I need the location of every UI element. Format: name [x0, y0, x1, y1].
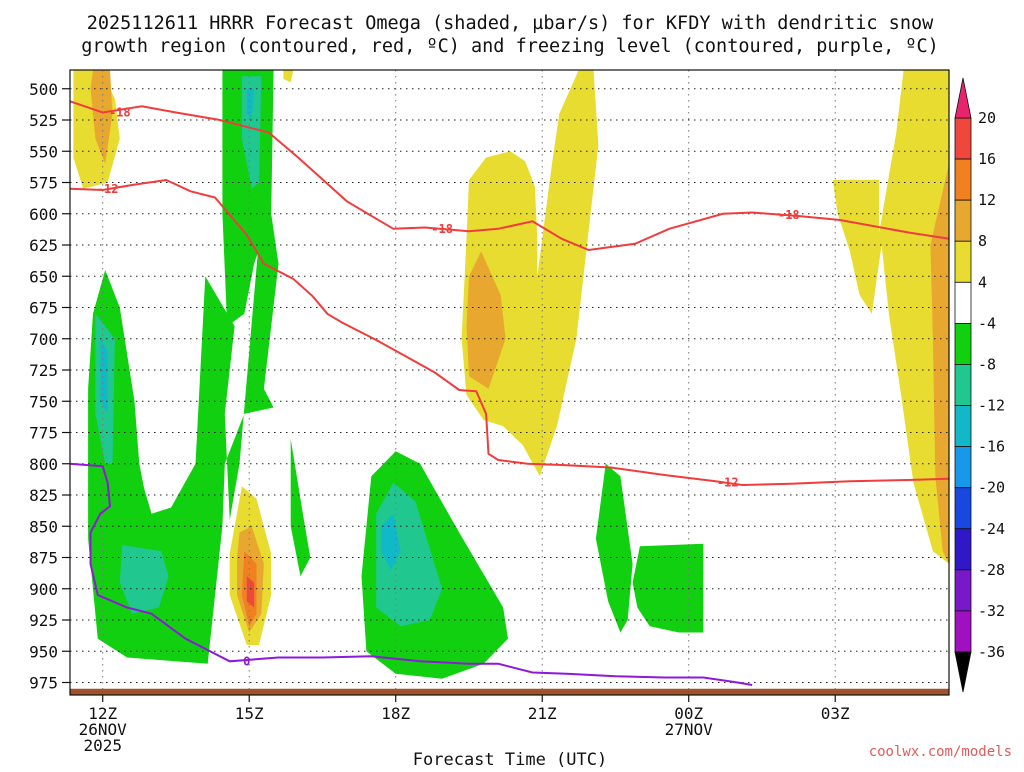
y-tick-label: 600 [29, 205, 58, 224]
omega-region-4-1 [283, 70, 294, 83]
omega-shading [73, 70, 949, 679]
colorbar-label: -12 [978, 397, 1005, 415]
colorbar-swatch [954, 199, 972, 242]
x-tick-year: 2025 [83, 736, 122, 755]
omega-region-16-0 [246, 576, 255, 608]
omega-region-4-3 [461, 70, 599, 477]
surface-ground [70, 688, 949, 695]
colorbar-bottom-arrow [954, 651, 972, 693]
x-axis-label: Forecast Time (UTC) [413, 750, 607, 768]
contour-label-0-2: -18 [778, 208, 800, 222]
colorbar-swatch [954, 322, 972, 365]
omega-region--4-4 [595, 463, 633, 633]
omega-region--4-2 [290, 438, 311, 577]
y-tick-label: 800 [29, 455, 58, 474]
colorbar-top-arrow [954, 77, 972, 119]
omega-region--4-0 [222, 70, 274, 327]
omega-region--12-2 [381, 513, 401, 570]
contour-label-0-1: -18 [431, 222, 453, 236]
colorbar-swatch [954, 569, 972, 612]
colorbar-swatch [954, 117, 972, 160]
contour-label-1-0: -12 [97, 182, 119, 196]
y-axis: 500 525 550 575 600 625 650 675 700 725 750 775 800 8… [29, 80, 70, 693]
y-tick-label: 550 [29, 142, 58, 161]
omega-region-8-2 [466, 251, 506, 389]
colorbar: 20 16 12 8 4 -4 -8 -12 -16 -20 -24 -28 -32 -36 [954, 77, 1005, 693]
y-tick-label: 725 [29, 361, 58, 380]
colorbar-label: 12 [978, 191, 996, 209]
contour-line-0 [69, 100, 950, 252]
colorbar-swatch [954, 405, 972, 448]
credit-text: coolwx.com/models [869, 744, 1012, 760]
contour-label-2-0: 0 [243, 654, 250, 668]
colorbar-label: 4 [978, 273, 987, 291]
colorbar-swatch [954, 446, 972, 489]
colorbar-label: -4 [978, 314, 996, 332]
x-tick-label: 21Z [528, 704, 557, 723]
chart-title-line2: growth region (contoured, red, ºC) and f… [81, 36, 939, 57]
y-tick-label: 625 [29, 236, 58, 255]
colorbar-label: -20 [978, 479, 1005, 497]
y-tick-label: 950 [29, 642, 58, 661]
omega-region-4-4 [832, 70, 949, 564]
contour-label-0-0: -18 [109, 106, 131, 120]
colorbar-label: 20 [978, 109, 996, 127]
y-tick-label: 500 [29, 80, 58, 99]
y-tick-label: 925 [29, 611, 58, 630]
contour-line-2 [69, 462, 753, 686]
x-tick-label: 12Z [88, 704, 117, 723]
colorbar-label: -28 [978, 561, 1005, 579]
x-tick-label: 00Z [674, 704, 703, 723]
y-tick-label: 825 [29, 486, 58, 505]
y-tick-label: 850 [29, 517, 58, 536]
colorbar-label: -24 [978, 520, 1005, 538]
y-tick-label: 900 [29, 580, 58, 599]
x-tick-label: 15Z [235, 704, 264, 723]
omega-region--8-1 [241, 76, 262, 189]
y-tick-label: 750 [29, 392, 58, 411]
colorbar-label: -32 [978, 602, 1005, 620]
x-tick-label: 18Z [381, 704, 410, 723]
colorbar-swatch [954, 528, 972, 571]
colorbar-swatch [954, 281, 972, 324]
y-tick-label: 700 [29, 330, 58, 349]
y-tick-label: 650 [29, 267, 58, 286]
chart-title-line1: 2025112611 HRRR Forecast Omega (shaded, … [87, 13, 934, 34]
y-tick-label: 525 [29, 111, 58, 130]
colorbar-label: 16 [978, 150, 996, 168]
colorbar-label: -8 [978, 355, 996, 373]
plot-frame [69, 69, 950, 696]
omega-region-8-3 [930, 163, 949, 564]
plot-grid [70, 70, 949, 695]
colorbar-label: -36 [978, 643, 1005, 661]
colorbar-label: 8 [978, 232, 987, 250]
y-tick-label: 675 [29, 299, 58, 318]
contour-label-1-1: -12 [717, 476, 739, 490]
x-tick-date: 27NOV [665, 720, 714, 739]
colorbar-swatch [954, 240, 972, 283]
x-tick-date: 26NOV [79, 720, 128, 739]
colorbar-swatch [954, 610, 972, 653]
colorbar-swatch [954, 487, 972, 530]
y-tick-label: 975 [29, 674, 58, 693]
omega-region--12-1 [246, 88, 255, 120]
colorbar-swatch [954, 158, 972, 201]
contour-line-1 [69, 178, 950, 487]
omega-region-8-0 [90, 70, 113, 164]
y-tick-label: 775 [29, 424, 58, 443]
surface-band [70, 688, 949, 695]
colorbar-swatch [954, 364, 972, 406]
colorbar-label: -16 [978, 438, 1005, 456]
omega-region--8-2 [119, 545, 169, 614]
x-tick-label: 03Z [821, 704, 850, 723]
omega-region--4-5 [632, 543, 704, 633]
y-tick-label: 575 [29, 174, 58, 193]
omega-region--12-0 [100, 338, 108, 414]
temperature-contours: -18 -18 -18 -12 -12 0 [69, 100, 950, 686]
y-tick-label: 875 [29, 549, 58, 568]
